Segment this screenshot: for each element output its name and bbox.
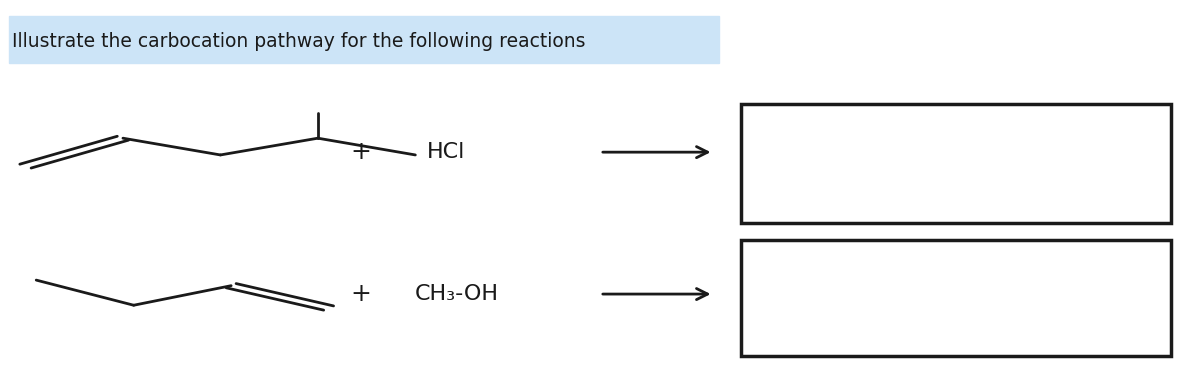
Bar [740, 103, 1171, 223]
Text: +: + [350, 282, 372, 306]
Text: CH₃-OH: CH₃-OH [415, 284, 499, 304]
Text: +: + [350, 140, 372, 164]
Bar [740, 240, 1171, 356]
FancyBboxPatch shape [8, 16, 720, 63]
Text: Illustrate the carbocation pathway for the following reactions: Illustrate the carbocation pathway for t… [12, 33, 586, 52]
Text: HCl: HCl [427, 142, 466, 162]
